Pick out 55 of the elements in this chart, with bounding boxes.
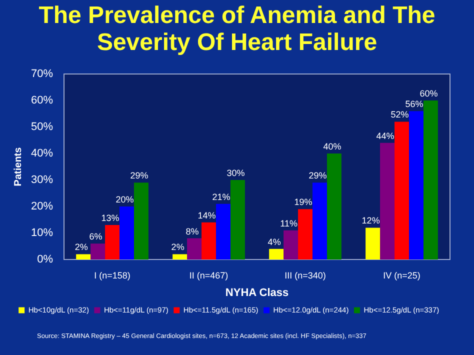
data-label: 19% bbox=[294, 197, 312, 208]
data-label: 60% bbox=[420, 88, 438, 98]
y-tick-label: 0% bbox=[37, 254, 54, 266]
bar bbox=[120, 206, 134, 260]
y-tick-label: 50% bbox=[30, 121, 54, 134]
bar bbox=[423, 100, 438, 260]
y-axis-title: Patients bbox=[12, 146, 24, 186]
bar bbox=[230, 180, 245, 260]
y-tick-label: 40% bbox=[30, 148, 54, 160]
bar bbox=[394, 122, 409, 260]
bar bbox=[269, 248, 284, 260]
y-tick-label: 20% bbox=[30, 200, 54, 213]
bar bbox=[90, 244, 106, 260]
x-axis-title: NYHA Class bbox=[225, 286, 289, 299]
bar bbox=[105, 225, 120, 260]
bar bbox=[380, 142, 395, 260]
y-tick-label: 70% bbox=[30, 68, 54, 80]
data-label: 8% bbox=[186, 226, 199, 236]
data-label: 11% bbox=[280, 218, 298, 228]
chart-title: The Prevalence of Anemia and The Severity Of Heart Failure bbox=[38, 2, 436, 56]
data-label: 6% bbox=[89, 232, 102, 242]
data-label: 30% bbox=[226, 168, 245, 178]
data-label: 2% bbox=[171, 242, 184, 252]
data-label: 44% bbox=[376, 130, 394, 141]
bar bbox=[326, 154, 342, 260]
data-label: 13% bbox=[101, 213, 120, 224]
data-label: 12% bbox=[362, 216, 380, 226]
data-label: 21% bbox=[212, 192, 230, 202]
bar bbox=[284, 230, 298, 260]
y-tick-label: 30% bbox=[30, 174, 54, 186]
data-label: 2% bbox=[74, 242, 88, 252]
data-label: 52% bbox=[390, 110, 409, 120]
bar bbox=[187, 238, 202, 260]
bar bbox=[172, 254, 188, 260]
data-label: 14% bbox=[198, 210, 216, 220]
data-label: 29% bbox=[308, 170, 327, 181]
bar bbox=[134, 182, 148, 260]
data-label: 40% bbox=[323, 141, 342, 152]
x-tick-label: III (n=340) bbox=[284, 270, 326, 280]
bar bbox=[366, 228, 380, 260]
data-label: 4% bbox=[268, 236, 281, 247]
bar bbox=[202, 222, 216, 260]
bar bbox=[408, 111, 424, 260]
x-tick-label: IV (n=25) bbox=[383, 270, 420, 280]
x-tick-label: I (n=158) bbox=[94, 270, 130, 280]
bar bbox=[312, 182, 327, 260]
x-tick-label: II (n=467) bbox=[189, 270, 228, 280]
y-tick-label: 10% bbox=[30, 227, 54, 240]
data-label: 56% bbox=[405, 99, 424, 110]
data-label: 20% bbox=[116, 194, 134, 204]
bar bbox=[216, 204, 230, 260]
data-label: 29% bbox=[130, 170, 148, 181]
bar bbox=[298, 209, 312, 260]
y-tick-label: 60% bbox=[30, 94, 54, 107]
bar bbox=[76, 254, 91, 260]
